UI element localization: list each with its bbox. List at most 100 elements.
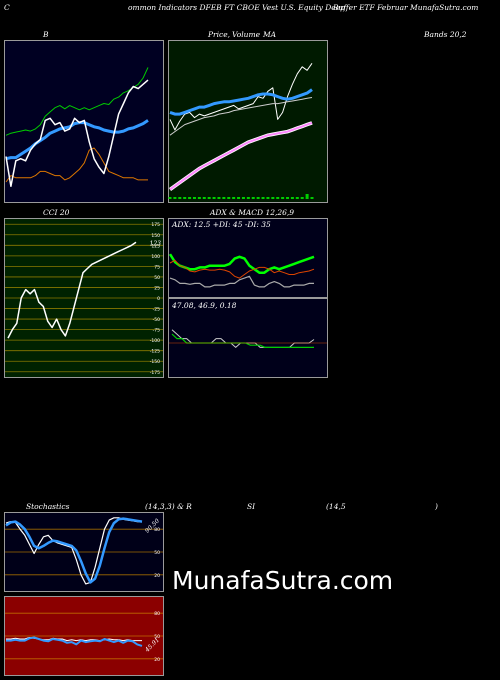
- volume-bar: [197, 197, 201, 199]
- cci-tick-label: -150: [150, 359, 160, 365]
- watermark: MunafaSutra.com: [172, 566, 394, 595]
- adx-series-1: [169, 259, 315, 279]
- macd-background: [168, 298, 328, 378]
- volume-bar: [246, 197, 250, 199]
- adx-readout: ADX: 12.5 +DI: 45 -DI: 35: [172, 220, 271, 229]
- bollinger-panel: [4, 40, 164, 203]
- volume-bar: [232, 197, 236, 199]
- stochastics-series-1: [5, 517, 143, 584]
- volume-bar: [266, 197, 270, 199]
- price-title: Price,: [208, 30, 231, 39]
- volume-bar: [178, 197, 182, 199]
- header-right: Buffer ETF Februar MunafaSutra.com: [333, 3, 479, 12]
- volume-bar: [207, 197, 211, 199]
- price-ma-series-1: [169, 88, 313, 116]
- stoch-title-b: (14,3,3) & R: [145, 502, 192, 511]
- bands-title: Bands 20,2: [424, 30, 467, 39]
- cci-tick-label: -25: [153, 307, 160, 313]
- header-left: C: [4, 3, 10, 12]
- volume-bar: [168, 197, 172, 199]
- cci-title: CCI 20: [43, 208, 70, 217]
- stoch-title-d: (14,5: [326, 502, 346, 511]
- volume-bar: [276, 197, 280, 199]
- cci-tick-label: 0: [157, 296, 160, 302]
- cci-tick-label: -175: [150, 370, 160, 376]
- adx-series-2: [169, 275, 314, 288]
- stoch-title-c: SI: [247, 502, 256, 511]
- volume-bar: [227, 197, 231, 199]
- bollinger-title: B: [43, 30, 49, 39]
- cci-tick-label: -50: [153, 317, 160, 323]
- volume-bar: [173, 197, 177, 199]
- bollinger-chart: [4, 40, 164, 203]
- bollinger-bands-series-3: [5, 79, 149, 188]
- volume-bar: [222, 197, 226, 199]
- volume-bar: [286, 197, 290, 199]
- cci-tick-label: 125: [151, 243, 160, 249]
- price-title-ma: MA: [263, 30, 277, 39]
- adx-chart: [168, 218, 328, 298]
- volume-bar: [261, 197, 265, 199]
- bollinger-bands-series-1: [5, 119, 149, 161]
- stoch-title-a: Stochastics: [26, 502, 70, 511]
- volume-bar: [183, 197, 187, 199]
- volume-bar: [271, 197, 275, 199]
- rsi-series-1: [6, 636, 143, 647]
- volume-bar: [281, 197, 285, 199]
- bollinger-bands-series-2: [5, 147, 148, 183]
- cci-tick-label: -75: [153, 328, 160, 334]
- cci-tick-label: -100: [150, 338, 160, 344]
- price-chart: [168, 40, 328, 203]
- volume-bar: [237, 197, 241, 199]
- cci-tick-label: 150: [151, 233, 160, 239]
- volume-bar: [241, 197, 245, 199]
- adx-series-0: [168, 253, 315, 274]
- stochastics-tick-label: 50: [154, 550, 160, 556]
- price-title-volume: Volume: [232, 30, 261, 39]
- volume-bar: [305, 194, 309, 199]
- macd-chart: [168, 298, 328, 378]
- adx-background: [168, 218, 328, 298]
- price-panel: [168, 40, 328, 203]
- cci-tick-label: -125: [150, 349, 160, 355]
- header-middle: ommon Indicators DFEB FT CBOE Vest U.S. …: [128, 3, 345, 12]
- cci-tick-label: 100: [151, 254, 160, 260]
- volume-bar: [217, 197, 221, 199]
- volume-bar: [310, 197, 314, 199]
- volume-bar: [251, 197, 255, 199]
- price-ma-background: [168, 40, 328, 203]
- macd-panel: 47.08, 46.9, 0.18: [168, 298, 328, 378]
- cci-series-0: [7, 241, 137, 339]
- price-ma-series-3: [169, 121, 313, 191]
- cci-panel: 175 150 125 100 75 50 25 0 -25 -50 -75 -100 -125 -150…: [4, 218, 164, 378]
- volume-bar: [290, 197, 294, 199]
- stoch-title-e: ): [435, 502, 438, 511]
- cci-tick-label: 25: [154, 285, 160, 291]
- stochastics-panel: 80 50 20 90.50: [4, 512, 164, 592]
- adx-macd-title: ADX & MACD 12,26,9: [210, 208, 295, 217]
- price-ma-series-2: [169, 97, 313, 136]
- cci-tick-label: 50: [154, 275, 160, 281]
- volume-bar: [256, 197, 260, 199]
- volume-bar: [202, 197, 206, 199]
- volume-bar: [300, 197, 304, 199]
- rsi-tick-label: 80: [154, 611, 160, 617]
- volume-bar: [188, 197, 192, 199]
- rsi-tick-label: 20: [154, 657, 160, 663]
- stochastics-tick-label: 20: [154, 573, 160, 579]
- stochastics-tick-label: 80: [154, 527, 160, 533]
- volume-bar: [212, 197, 216, 199]
- rsi-tick-label: 50: [154, 634, 160, 640]
- cci-tick-label: 75: [154, 264, 160, 270]
- volume-bar: [295, 197, 299, 199]
- rsi-panel: 80 50 20 45.91: [4, 596, 164, 676]
- cci-tick-label: 175: [151, 222, 160, 228]
- price-ma-series-0: [169, 63, 313, 131]
- macd-readout: 47.08, 46.9, 0.18: [172, 301, 237, 310]
- bollinger-bands-series-0: [5, 67, 149, 136]
- adx-panel: ADX: 12.5 +DI: 45 -DI: 35: [168, 218, 328, 298]
- volume-bar: [192, 197, 196, 199]
- cci-chart: 175 150 125 100 75 50 25 0 -25 -50 -75 -100 -125 -150…: [4, 218, 164, 378]
